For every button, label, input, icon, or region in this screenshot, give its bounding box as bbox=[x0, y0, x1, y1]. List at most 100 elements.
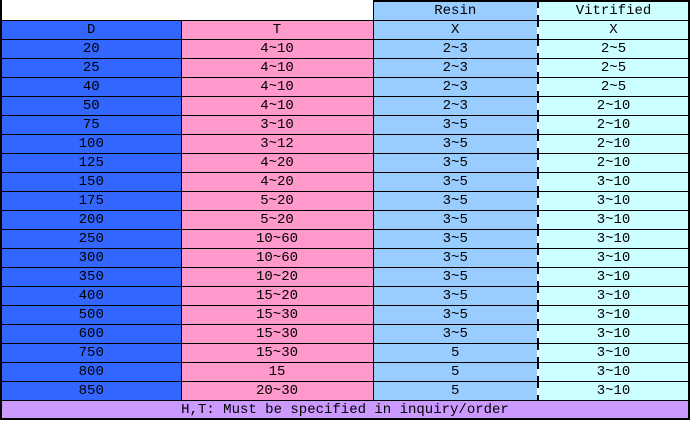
resin-cell: 5 bbox=[372, 362, 539, 382]
table-row: 25 4~10 2~3 2~5 bbox=[2, 58, 688, 78]
t-cell: 4~10 bbox=[180, 39, 374, 59]
d-cell: 125 bbox=[2, 153, 182, 173]
t-cell: 3~12 bbox=[180, 134, 374, 154]
resin-cell: 3~5 bbox=[372, 134, 539, 154]
vitrified-cell: 3~10 bbox=[537, 362, 688, 382]
table-row: 75 3~10 3~5 2~10 bbox=[2, 115, 688, 135]
resin-cell: 3~5 bbox=[372, 172, 539, 192]
resin-cell: 3~5 bbox=[372, 267, 539, 287]
vitrified-cell: 3~10 bbox=[537, 324, 688, 344]
t-cell: 5~20 bbox=[180, 191, 374, 211]
t-cell: 10~60 bbox=[180, 248, 374, 268]
resin-cell: 2~3 bbox=[372, 96, 539, 116]
table-row: 20 4~10 2~3 2~5 bbox=[2, 39, 688, 59]
d-cell: 200 bbox=[2, 210, 182, 230]
t-cell: 4~20 bbox=[180, 153, 374, 173]
t-cell: 10~60 bbox=[180, 229, 374, 249]
resin-cell: 2~3 bbox=[372, 39, 539, 59]
t-column-header: T bbox=[180, 20, 374, 40]
table-row: 350 10~20 3~5 3~10 bbox=[2, 267, 688, 287]
d-cell: 400 bbox=[2, 286, 182, 306]
t-cell: 3~10 bbox=[180, 115, 374, 135]
table-row: 125 4~20 3~5 2~10 bbox=[2, 153, 688, 173]
t-cell: 15 bbox=[180, 362, 374, 382]
d-cell: 850 bbox=[2, 381, 182, 401]
t-cell: 15~20 bbox=[180, 286, 374, 306]
d-cell: 25 bbox=[2, 58, 182, 78]
resin-cell: 3~5 bbox=[372, 210, 539, 230]
d-cell: 175 bbox=[2, 191, 182, 211]
table-row: 40 4~10 2~3 2~5 bbox=[2, 77, 688, 97]
table-row: 175 5~20 3~5 3~10 bbox=[2, 191, 688, 211]
footer-note: H,T: Must be specified in inquiry/order bbox=[2, 400, 688, 418]
group-header-row: Resin Vitrified bbox=[2, 0, 688, 21]
resin-cell: 3~5 bbox=[372, 191, 539, 211]
vitrified-cell: 3~10 bbox=[537, 210, 688, 230]
d-cell: 20 bbox=[2, 39, 182, 59]
table-row: 850 20~30 5 3~10 bbox=[2, 381, 688, 401]
d-cell: 50 bbox=[2, 96, 182, 116]
resin-x-column-header: X bbox=[372, 20, 539, 40]
vitrified-cell: 3~10 bbox=[537, 343, 688, 363]
t-cell: 4~10 bbox=[180, 58, 374, 78]
table-row: 300 10~60 3~5 3~10 bbox=[2, 248, 688, 268]
vitrified-cell: 2~5 bbox=[537, 39, 688, 59]
resin-cell: 3~5 bbox=[372, 305, 539, 325]
t-cell: 10~20 bbox=[180, 267, 374, 287]
resin-cell: 3~5 bbox=[372, 115, 539, 135]
t-cell: 4~10 bbox=[180, 96, 374, 116]
table-row: 500 15~30 3~5 3~10 bbox=[2, 305, 688, 325]
resin-cell: 3~5 bbox=[372, 324, 539, 344]
t-cell: 20~30 bbox=[180, 381, 374, 401]
table-body: 20 4~10 2~3 2~5 25 4~10 2~3 2~5 40 4~10 2~3 2~5 50 4~… bbox=[2, 39, 688, 401]
d-cell: 800 bbox=[2, 362, 182, 382]
resin-group-header: Resin bbox=[372, 0, 539, 21]
d-cell: 250 bbox=[2, 229, 182, 249]
table-row: 600 15~30 3~5 3~10 bbox=[2, 324, 688, 344]
vitrified-cell: 2~5 bbox=[537, 77, 688, 97]
d-cell: 600 bbox=[2, 324, 182, 344]
t-cell: 15~30 bbox=[180, 305, 374, 325]
d-cell: 150 bbox=[2, 172, 182, 192]
d-cell: 300 bbox=[2, 248, 182, 268]
d-cell: 750 bbox=[2, 343, 182, 363]
resin-cell: 5 bbox=[372, 343, 539, 363]
table-row: 200 5~20 3~5 3~10 bbox=[2, 210, 688, 230]
vitrified-cell: 3~10 bbox=[537, 267, 688, 287]
vitrified-cell: 3~10 bbox=[537, 286, 688, 306]
vitrified-x-column-header: X bbox=[537, 20, 688, 40]
vitrified-cell: 2~10 bbox=[537, 115, 688, 135]
footer-row: H,T: Must be specified in inquiry/order bbox=[2, 400, 688, 418]
resin-cell: 3~5 bbox=[372, 229, 539, 249]
vitrified-cell: 3~10 bbox=[537, 381, 688, 401]
vitrified-cell: 2~10 bbox=[537, 134, 688, 154]
resin-cell: 3~5 bbox=[372, 248, 539, 268]
blank-corner-cell bbox=[2, 1, 181, 21]
d-cell: 500 bbox=[2, 305, 182, 325]
vitrified-cell: 2~10 bbox=[537, 153, 688, 173]
table-row: 750 15~30 5 3~10 bbox=[2, 343, 688, 363]
t-cell: 5~20 bbox=[180, 210, 374, 230]
table-row: 400 15~20 3~5 3~10 bbox=[2, 286, 688, 306]
vitrified-cell: 3~10 bbox=[537, 191, 688, 211]
resin-cell: 3~5 bbox=[372, 153, 539, 173]
vitrified-cell: 3~10 bbox=[537, 248, 688, 268]
t-cell: 4~20 bbox=[180, 172, 374, 192]
vitrified-cell: 2~5 bbox=[537, 58, 688, 78]
vitrified-group-header: Vitrified bbox=[537, 0, 688, 21]
table-row: 800 15 5 3~10 bbox=[2, 362, 688, 382]
table-row: 100 3~12 3~5 2~10 bbox=[2, 134, 688, 154]
vitrified-cell: 3~10 bbox=[537, 172, 688, 192]
resin-cell: 3~5 bbox=[372, 286, 539, 306]
column-header-row: D T X X bbox=[2, 20, 688, 40]
d-column-header: D bbox=[2, 20, 182, 40]
resin-cell: 2~3 bbox=[372, 58, 539, 78]
d-cell: 350 bbox=[2, 267, 182, 287]
t-cell: 15~30 bbox=[180, 324, 374, 344]
t-cell: 15~30 bbox=[180, 343, 374, 363]
t-cell: 4~10 bbox=[180, 77, 374, 97]
d-cell: 75 bbox=[2, 115, 182, 135]
d-cell: 100 bbox=[2, 134, 182, 154]
